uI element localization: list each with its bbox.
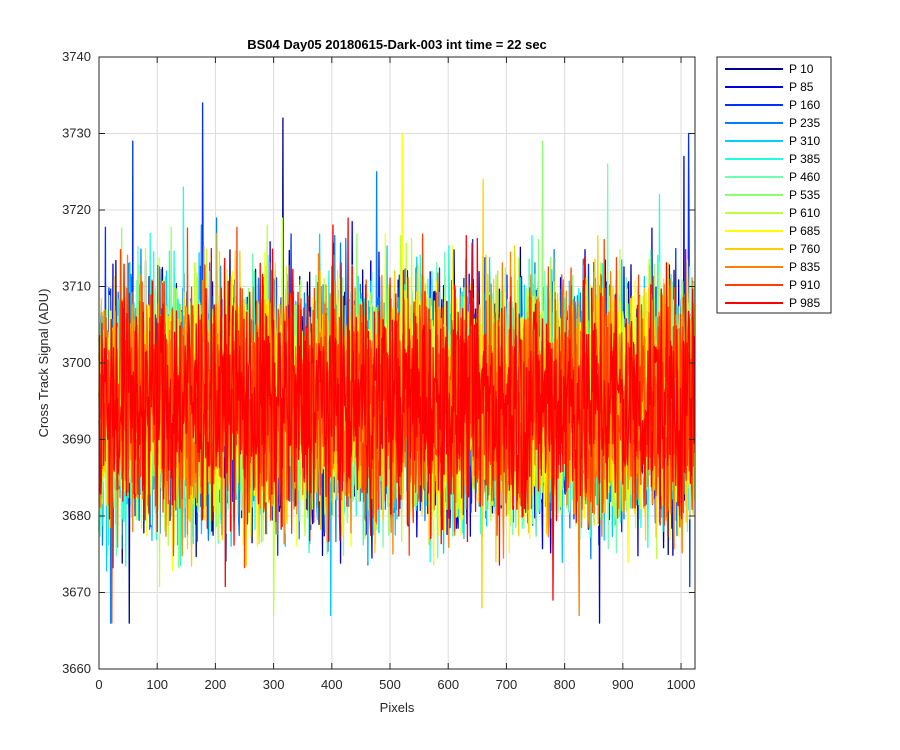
legend-label: P 985 xyxy=(789,296,820,310)
y-tick-label: 3740 xyxy=(62,49,91,64)
x-tick-label: 500 xyxy=(379,677,401,692)
x-tick-label: 700 xyxy=(496,677,518,692)
x-axis-label: Pixels xyxy=(380,700,415,715)
legend: P 10 P 85 P 160 P 235 P 310 P 385 P 460 P 535 P … xyxy=(716,56,832,314)
plot-layer: 0 100 200 300 400 500 600 700 800 900 1000 3660 3670… xyxy=(62,49,696,692)
legend-label: P 760 xyxy=(789,242,820,256)
legend-label: P 535 xyxy=(789,188,820,202)
x-tick-label: 200 xyxy=(205,677,227,692)
y-tick-label: 3660 xyxy=(62,661,91,676)
legend-label: P 235 xyxy=(789,116,820,130)
x-tick-label: 300 xyxy=(263,677,285,692)
chart-title: BS04 Day05 20180615-Dark-003 int time = … xyxy=(247,37,547,52)
legend-label: P 610 xyxy=(789,206,820,220)
legend-label: P 460 xyxy=(789,170,820,184)
y-tick-label: 3690 xyxy=(62,432,91,447)
x-tick-label: 600 xyxy=(437,677,459,692)
legend-label: P 685 xyxy=(789,224,820,238)
legend-label: P 910 xyxy=(789,278,820,292)
legend-label: P 85 xyxy=(789,80,814,94)
y-tick-label: 3720 xyxy=(62,202,91,217)
series-line-p985 xyxy=(98,217,696,601)
y-tick-label: 3670 xyxy=(62,585,91,600)
x-tick-label: 400 xyxy=(321,677,343,692)
y-axis-label: Cross Track Signal (ADU) xyxy=(36,289,51,438)
y-tick-label: 3700 xyxy=(62,355,91,370)
legend-label: P 310 xyxy=(789,134,820,148)
y-tick-label: 3680 xyxy=(62,508,91,523)
y-tick-label: 3710 xyxy=(62,279,91,294)
x-tick-label: 800 xyxy=(554,677,576,692)
legend-box xyxy=(716,56,832,314)
y-tick-label: 3730 xyxy=(62,126,91,141)
x-tick-label: 1000 xyxy=(667,677,696,692)
legend-label: P 160 xyxy=(789,98,820,112)
x-tick-label: 0 xyxy=(95,677,102,692)
legend-label: P 385 xyxy=(789,152,820,166)
x-tick-label: 900 xyxy=(612,677,634,692)
legend-label: P 10 xyxy=(789,62,814,76)
legend-label: P 835 xyxy=(789,260,820,274)
x-tick-label: 100 xyxy=(146,677,168,692)
